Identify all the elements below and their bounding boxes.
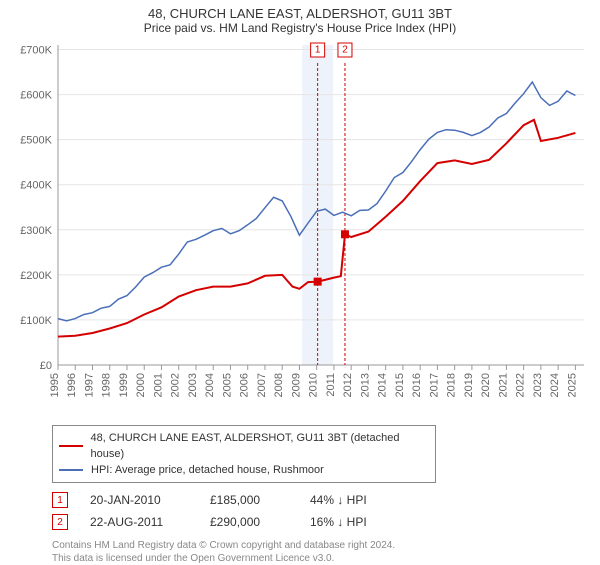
legend-label: HPI: Average price, detached house, Rush… — [91, 462, 324, 478]
sale-row: 1 20-JAN-2010£185,00044% ↓ HPI — [52, 489, 588, 511]
svg-text:2015: 2015 — [394, 373, 406, 397]
page-title: 48, CHURCH LANE EAST, ALDERSHOT, GU11 3B… — [12, 6, 588, 21]
chart-svg: £0 £100K £200K £300K £400K £500K £600K £700K 199… — [12, 39, 588, 419]
svg-text:£300K: £300K — [20, 225, 52, 237]
svg-text:2020: 2020 — [480, 373, 492, 397]
legend: 48, CHURCH LANE EAST, ALDERSHOT, GU11 3B… — [52, 425, 436, 483]
svg-text:2002: 2002 — [170, 373, 182, 397]
svg-text:£200K: £200K — [20, 270, 52, 282]
svg-text:2012: 2012 — [342, 373, 354, 397]
sale-marker: 1 — [52, 492, 68, 508]
svg-text:2: 2 — [342, 45, 348, 56]
sales-list: 1 20-JAN-2010£185,00044% ↓ HPI 2 22-AUG-201… — [52, 489, 588, 533]
legend-row: HPI: Average price, detached house, Rush… — [59, 462, 429, 478]
svg-text:£400K: £400K — [20, 180, 52, 192]
svg-text:2024: 2024 — [549, 373, 561, 397]
sale-price: £185,000 — [210, 493, 310, 507]
svg-text:2001: 2001 — [152, 373, 164, 397]
svg-text:2005: 2005 — [221, 373, 233, 397]
legend-swatch — [59, 445, 83, 447]
sale-marker: 2 — [52, 514, 68, 530]
sale-pct: 16% ↓ HPI — [310, 515, 390, 529]
footer-line-1: Contains HM Land Registry data © Crown c… — [52, 539, 588, 552]
legend-label: 48, CHURCH LANE EAST, ALDERSHOT, GU11 3B… — [91, 430, 430, 462]
svg-text:2007: 2007 — [256, 373, 268, 397]
svg-text:£100K: £100K — [20, 315, 52, 327]
sale-pct: 44% ↓ HPI — [310, 493, 390, 507]
svg-text:2017: 2017 — [428, 373, 440, 397]
sale-price: £290,000 — [210, 515, 310, 529]
footer: Contains HM Land Registry data © Crown c… — [52, 539, 588, 565]
svg-text:2025: 2025 — [566, 373, 578, 397]
svg-text:1996: 1996 — [66, 373, 78, 397]
svg-text:£500K: £500K — [20, 135, 52, 147]
legend-swatch — [59, 469, 83, 471]
svg-text:2023: 2023 — [532, 373, 544, 397]
svg-text:2018: 2018 — [446, 373, 458, 397]
svg-text:2009: 2009 — [290, 373, 302, 397]
svg-text:2019: 2019 — [463, 373, 475, 397]
legend-row: 48, CHURCH LANE EAST, ALDERSHOT, GU11 3B… — [59, 430, 429, 462]
svg-text:2006: 2006 — [239, 373, 251, 397]
svg-text:£0: £0 — [40, 360, 52, 372]
svg-text:1997: 1997 — [83, 373, 95, 397]
page-subtitle: Price paid vs. HM Land Registry's House … — [12, 21, 588, 35]
sale-date: 22-AUG-2011 — [90, 515, 210, 529]
svg-text:2021: 2021 — [497, 373, 509, 397]
svg-text:1: 1 — [315, 45, 321, 56]
svg-text:2013: 2013 — [359, 373, 371, 397]
svg-text:£700K: £700K — [20, 45, 52, 57]
svg-text:1999: 1999 — [118, 373, 130, 397]
svg-text:2008: 2008 — [273, 373, 285, 397]
svg-text:1995: 1995 — [49, 373, 61, 397]
chart: £0 £100K £200K £300K £400K £500K £600K £700K 199… — [12, 39, 588, 419]
svg-text:2016: 2016 — [411, 373, 423, 397]
svg-text:2000: 2000 — [135, 373, 147, 397]
svg-text:£600K: £600K — [20, 90, 52, 102]
svg-text:2004: 2004 — [204, 373, 216, 397]
svg-text:2022: 2022 — [515, 373, 527, 397]
svg-text:2014: 2014 — [377, 373, 389, 397]
svg-text:2011: 2011 — [325, 373, 337, 397]
svg-text:2003: 2003 — [187, 373, 199, 397]
svg-text:1998: 1998 — [101, 373, 113, 397]
footer-line-2: This data is licensed under the Open Gov… — [52, 552, 588, 565]
sale-date: 20-JAN-2010 — [90, 493, 210, 507]
svg-text:2010: 2010 — [308, 373, 320, 397]
sale-row: 2 22-AUG-2011£290,00016% ↓ HPI — [52, 511, 588, 533]
